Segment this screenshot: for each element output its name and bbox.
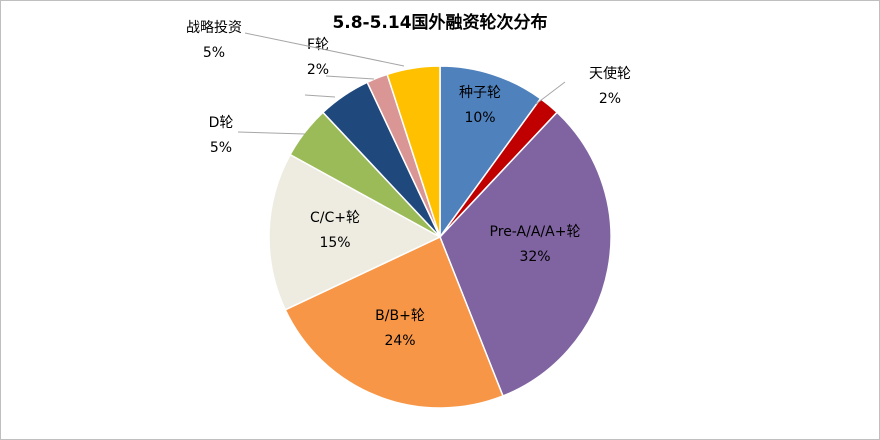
pie-slice-2 (439, 111, 612, 397)
slice-name-label-5: D轮 (209, 115, 234, 131)
slice-name-label-3: B/B+轮 (375, 308, 425, 324)
slice-value-label-8: 5% (203, 45, 225, 61)
pie-slice-4 (268, 153, 442, 311)
slice-value-label-3: 24% (384, 333, 415, 349)
slice-value-label-0: 10% (464, 110, 495, 126)
chart-title: 5.8-5.14国外融资轮次分布 (332, 13, 548, 33)
leader-line-5 (237, 131, 306, 135)
slice-value-label-2: 32% (519, 249, 550, 265)
leader-line-1 (535, 81, 566, 105)
slice-value-label-1: 2% (599, 91, 621, 107)
slice-value-label-4: 15% (319, 235, 350, 251)
slice-name-label-4: C/C+轮 (310, 210, 360, 226)
slice-value-label-7: 2% (307, 62, 329, 78)
slice-value-label-5: 5% (210, 140, 232, 156)
pie-slice-3 (284, 235, 504, 409)
pie-slice-0 (439, 65, 542, 240)
leader-line-6 (304, 94, 336, 98)
slice-name-label-2: Pre-A/A/A+轮 (490, 224, 581, 240)
pie-slice-8 (386, 65, 441, 238)
leader-line-8 (244, 32, 405, 67)
slice-name-label-7: F轮 (307, 37, 329, 53)
slice-name-label-0: 种子轮 (459, 85, 501, 101)
leader-line-7 (325, 75, 375, 80)
slice-name-label-8: 战略投资 (186, 20, 242, 36)
slice-name-label-1: 天使轮 (589, 65, 631, 82)
